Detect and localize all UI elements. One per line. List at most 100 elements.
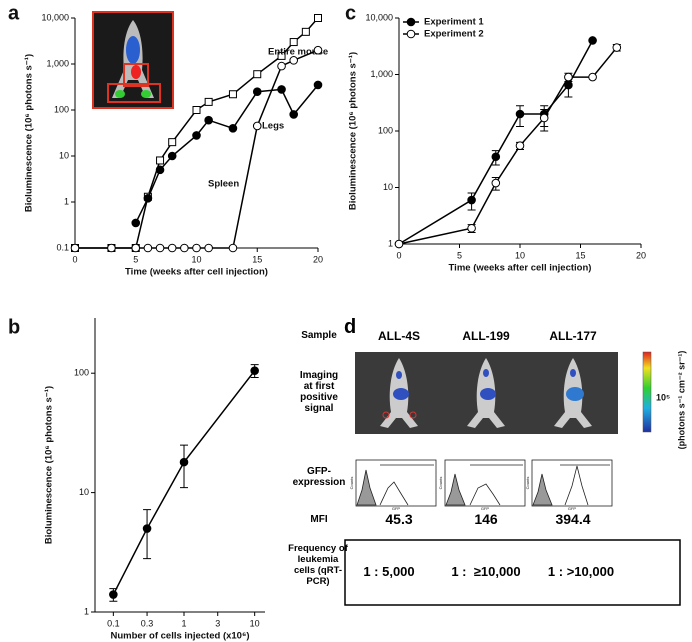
marker xyxy=(406,29,416,39)
marker xyxy=(192,243,201,253)
marker xyxy=(204,97,213,106)
sample-name: ALL-4S xyxy=(378,329,420,343)
y-axis-label: Bioluminescence (10⁶ photons s⁻¹) xyxy=(24,54,35,212)
hist-y-label: Counts xyxy=(525,477,530,490)
marker xyxy=(143,243,153,253)
row-label: Sample xyxy=(301,330,337,341)
x-axis-label: Number of cells injected (x10⁶) xyxy=(111,631,250,642)
y-tick-label: 100 xyxy=(74,368,89,378)
marker xyxy=(301,27,310,36)
y-tick-label: 10,000 xyxy=(365,12,393,22)
sample-name: ALL-199 xyxy=(462,329,510,343)
marker xyxy=(156,156,165,165)
marker xyxy=(155,165,165,175)
marker xyxy=(228,243,238,253)
hist-x-label: GFP xyxy=(481,506,490,511)
x-tick-label: 10 xyxy=(515,250,525,260)
marker xyxy=(515,141,525,150)
inset-image xyxy=(92,11,174,109)
row-label: Imaging at first positive signal xyxy=(299,370,341,414)
colorbar-label: (photons s⁻¹ cm⁻² sr⁻¹) xyxy=(676,351,686,450)
marker xyxy=(253,70,262,79)
marker xyxy=(277,61,286,71)
y-tick-label: 1 xyxy=(84,606,89,616)
marker xyxy=(314,14,322,22)
series-line xyxy=(398,40,594,245)
x-tick-label: 10 xyxy=(191,254,201,264)
marker xyxy=(192,106,201,114)
panel-letter: b xyxy=(8,316,20,338)
frequency-box xyxy=(344,539,681,606)
marker xyxy=(168,138,177,147)
y-tick-label: 1,000 xyxy=(46,58,69,68)
series-annotation: Entire mouse xyxy=(268,47,328,58)
marker xyxy=(131,218,141,228)
marker xyxy=(70,243,80,253)
row-label: GFP-expression xyxy=(292,466,346,488)
x-axis-label: Time (weeks after cell injection) xyxy=(125,267,268,278)
panel-letter: d xyxy=(344,316,357,338)
histograms xyxy=(355,459,613,507)
marker xyxy=(228,90,237,99)
legend-label: Experiment 1 xyxy=(424,17,484,28)
x-tick-label: 10 xyxy=(250,618,260,628)
marker xyxy=(131,243,141,253)
error-bar xyxy=(143,509,152,560)
x-tick-label: 0 xyxy=(72,254,77,264)
x-tick-label: 0 xyxy=(396,250,401,260)
x-tick-label: 3 xyxy=(215,618,220,628)
marker xyxy=(467,223,476,233)
marker xyxy=(252,121,262,131)
marker xyxy=(313,80,323,90)
series-annotation: Legs xyxy=(262,121,284,132)
marker xyxy=(192,131,201,140)
x-tick-label: 15 xyxy=(252,254,262,264)
x-tick-label: 1 xyxy=(182,618,187,628)
x-tick-label: 5 xyxy=(133,254,138,264)
hist-x-label: GFP xyxy=(392,506,401,511)
marker xyxy=(588,72,597,82)
x-tick-label: 0.1 xyxy=(107,618,120,628)
row-label: MFI xyxy=(310,514,328,525)
y-tick-label: 100 xyxy=(378,125,393,135)
frequency-value: 1 : 5,000 xyxy=(363,564,415,579)
x-tick-label: 15 xyxy=(575,250,585,260)
mfi-value: 45.3 xyxy=(385,511,413,527)
sample-name: ALL-177 xyxy=(549,329,597,343)
x-axis-label: Time (weeks after cell injection) xyxy=(449,263,592,274)
marker xyxy=(394,239,404,249)
marker xyxy=(252,87,262,96)
y-tick-label: 0.1 xyxy=(56,242,69,252)
marker xyxy=(289,110,299,119)
series-line xyxy=(398,47,618,245)
panel-letter: a xyxy=(8,2,20,24)
hist-x-label: GFP xyxy=(568,506,577,511)
marker xyxy=(539,113,549,123)
x-tick-label: 5 xyxy=(457,250,462,260)
marker xyxy=(564,72,573,82)
marker xyxy=(491,178,501,188)
marker xyxy=(167,243,177,253)
marker xyxy=(289,38,298,47)
marker xyxy=(277,51,286,60)
y-tick-label: 10,000 xyxy=(41,12,69,22)
y-tick-label: 1,000 xyxy=(370,69,393,79)
panel-letter: c xyxy=(345,2,356,24)
y-tick-label: 10 xyxy=(79,487,89,497)
colorbar-tick: 10⁵ xyxy=(656,392,670,402)
series-annotation: Spleen xyxy=(208,179,239,190)
marker xyxy=(179,457,189,467)
y-tick-label: 1 xyxy=(64,196,69,206)
marker xyxy=(406,17,416,27)
marker xyxy=(180,243,189,253)
y-axis-label: Bioluminescence (10⁶ photons s⁻¹) xyxy=(348,52,359,210)
error-bar-line xyxy=(143,509,152,560)
series-line xyxy=(112,370,256,595)
marker xyxy=(313,45,323,55)
marker xyxy=(167,151,177,161)
marker xyxy=(155,243,165,253)
x-tick-label: 20 xyxy=(636,250,646,260)
marker xyxy=(467,195,476,205)
x-tick-label: 20 xyxy=(313,254,323,264)
